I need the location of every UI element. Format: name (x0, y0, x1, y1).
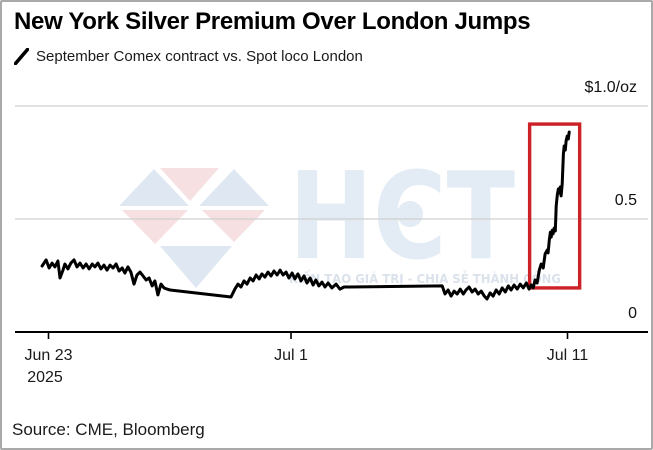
series-line-icon-stroke (14, 48, 29, 65)
chart-title: New York Silver Premium Over London Jump… (14, 8, 531, 35)
chart-legend: September Comex contract vs. Spot loco L… (14, 48, 363, 65)
premium-line-series (40, 130, 571, 301)
spike-highlight-box (527, 122, 582, 290)
source-label: Source: CME, Bloomberg (12, 420, 205, 439)
series-line-icon (14, 48, 29, 65)
chart-legend-label: September Comex contract vs. Spot loco L… (36, 48, 363, 65)
